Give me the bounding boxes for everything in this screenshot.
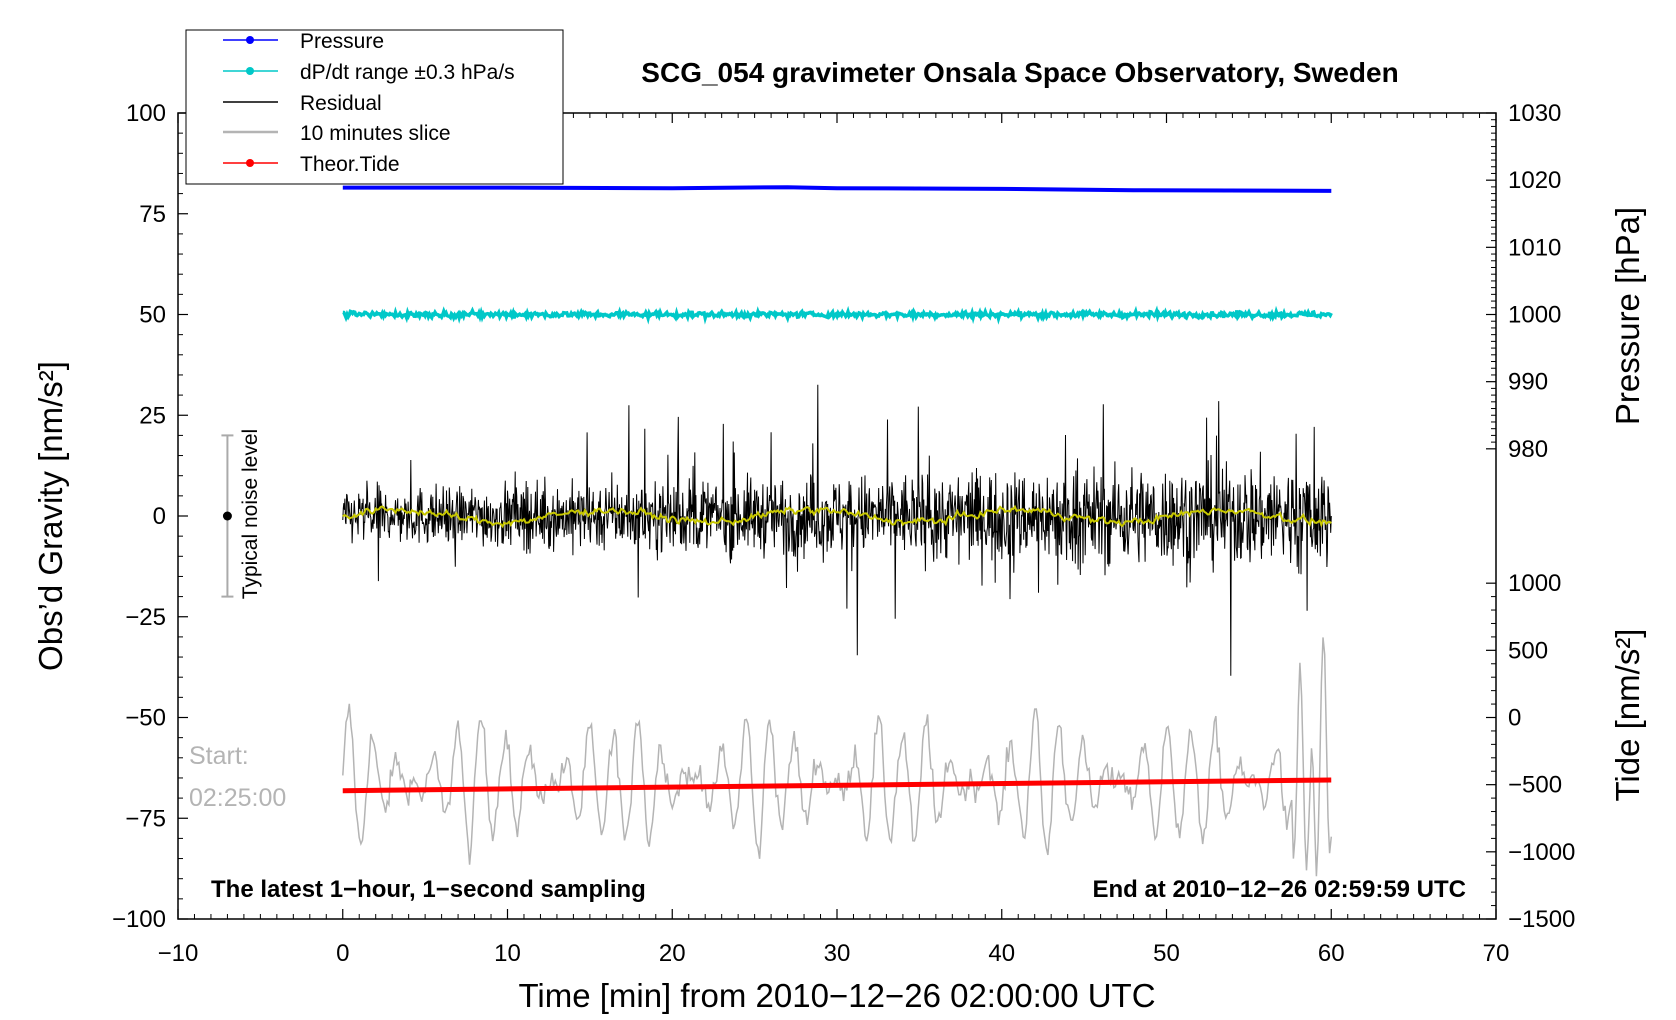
start-label: Start:	[189, 742, 249, 770]
x-tick-label: 20	[659, 940, 686, 967]
x-tick-label: 30	[824, 940, 851, 967]
tide-tick-label: 0	[1508, 705, 1521, 732]
noise-bar-center-dot	[222, 511, 232, 521]
start-time-label: 02:25:00	[189, 784, 286, 812]
smooth-series-line	[342, 504, 1332, 529]
series-layer	[342, 185, 1333, 877]
y-left-tick-label: −25	[125, 604, 166, 631]
legend-label-pressure: Pressure	[300, 30, 384, 53]
tide-tick-labels: 1000 500 0 −500 −1000 −1500	[1508, 570, 1575, 933]
tide-tick-label: −1000	[1508, 839, 1575, 866]
tide-tick-label: −1500	[1508, 906, 1575, 933]
tide-tick-label: 500	[1508, 637, 1548, 664]
pressure-tick-label: 990	[1508, 369, 1548, 396]
noise-bar	[221, 434, 234, 598]
x-tick-label: 70	[1483, 940, 1510, 967]
tide-tick-label: 1000	[1508, 570, 1561, 597]
residual-series-line	[342, 384, 1332, 676]
y-left-tick-label: −75	[125, 805, 166, 832]
chart-title: SCG_054 gravimeter Onsala Space Observat…	[641, 57, 1398, 88]
noise-bar-label: Typical noise level	[239, 429, 262, 599]
pressure-tick-label: 1010	[1508, 234, 1561, 261]
tide-axis-title: Tide [nm/s²]	[1609, 629, 1646, 802]
pressure-tick-label: 1020	[1508, 167, 1561, 194]
x-axis-title: Time [min] from 2010−12−26 02:00:00 UTC	[518, 977, 1155, 1014]
pressure-tick-labels: 1030 1020 1010 1000 990 980	[1508, 100, 1561, 463]
y-left-tick-label: 75	[139, 201, 166, 228]
x-tick-label: 50	[1153, 940, 1180, 967]
slice-series-line	[342, 637, 1333, 877]
pressure-series-line	[342, 185, 1332, 193]
dpdt-series-line	[342, 305, 1333, 325]
legend-label-slice: 10 minutes slice	[300, 122, 451, 145]
pressure-axis-title: Pressure [hPa]	[1609, 207, 1646, 425]
x-tick-labels: −10 0 10 20 30 40 50 60 70	[158, 940, 1510, 967]
x-tick-label: 10	[494, 940, 521, 967]
y-left-tick-labels: 100 75 50 25 0 −25 −50 −75 −100	[112, 100, 166, 933]
pressure-tick-label: 1030	[1508, 100, 1561, 127]
pressure-tick-label: 1000	[1508, 302, 1561, 329]
legend-label-residual: Residual	[300, 92, 382, 115]
legend-label-dpdt: dP/dt range ±0.3 hPa/s	[300, 61, 515, 84]
y-left-tick-label: −100	[112, 906, 166, 933]
note-right: End at 2010−12−26 02:59:59 UTC	[1092, 876, 1466, 903]
tide-series-line	[342, 777, 1332, 794]
note-left: The latest 1−hour, 1−second sampling	[211, 876, 646, 903]
y-left-tick-label: 50	[139, 302, 166, 329]
legend-swatch-tide-dot	[246, 159, 254, 167]
legend-label-tide: Theor.Tide	[300, 153, 400, 176]
pressure-tick-label: 980	[1508, 436, 1548, 463]
y-left-tick-label: 0	[153, 503, 166, 530]
y-left-tick-label: 25	[139, 402, 166, 429]
y-left-axis-title: Obs’d Gravity [nm/s²]	[32, 361, 69, 671]
x-tick-label: 40	[988, 940, 1015, 967]
legend-box	[185, 29, 564, 185]
y-left-tick-label: 100	[126, 100, 166, 127]
y-left-tick-label: −50	[125, 705, 166, 732]
tide-tick-label: −500	[1508, 772, 1562, 799]
legend-swatch-pressure-dot	[246, 36, 254, 44]
x-tick-label: −10	[158, 940, 199, 967]
legend-items	[223, 36, 278, 167]
legend-swatch-dpdt-dot	[246, 67, 254, 75]
x-tick-label: 60	[1318, 940, 1345, 967]
legend: Pressure dP/dt range ±0.3 hPa/s Residual…	[185, 29, 564, 185]
x-tick-label: 0	[336, 940, 349, 967]
